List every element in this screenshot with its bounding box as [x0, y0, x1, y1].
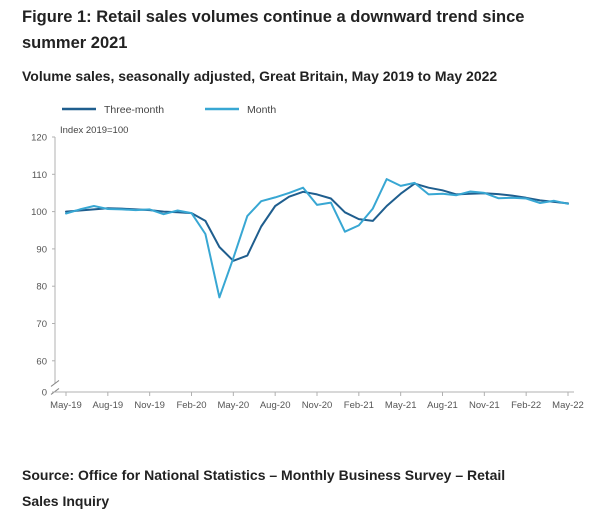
y-tick-label: 60: [36, 356, 47, 367]
x-tick-label: Aug-21: [427, 400, 458, 411]
y-tick-label: 70: [36, 319, 47, 330]
x-tick-label: Nov-19: [134, 400, 165, 411]
x-tick-label: May-21: [385, 400, 417, 411]
x-tick-label: Nov-21: [469, 400, 500, 411]
axis-break-mark: [50, 380, 60, 387]
y-tick-label: 90: [36, 244, 47, 255]
x-tick-label: May-22: [552, 400, 584, 411]
figure-subtitle: Volume sales, seasonally adjusted, Great…: [22, 68, 498, 84]
x-tick-label: Feb-20: [176, 400, 206, 411]
figure-title: Figure 1: Retail sales volumes continue …: [22, 8, 525, 52]
y-tick-label: 100: [31, 207, 47, 218]
figure-source: Source: Office for National Statistics –…: [22, 467, 506, 509]
y-tick-label: 0: [42, 388, 47, 399]
chart-legend: Three-month Month: [62, 104, 276, 116]
x-tick-label: Aug-20: [260, 400, 291, 411]
x-tick-label: May-20: [217, 400, 249, 411]
y-axis-label: Index 2019=100: [60, 125, 128, 136]
axis-break-mark: [50, 388, 60, 395]
x-tick-label: May-19: [50, 400, 82, 411]
x-tick-label: Feb-21: [344, 400, 374, 411]
x-tick-label: Nov-20: [302, 400, 333, 411]
x-tick-label: Feb-22: [511, 400, 541, 411]
y-tick-label: 80: [36, 282, 47, 293]
x-tick-label: Aug-19: [93, 400, 124, 411]
y-tick-label: 120: [31, 133, 47, 144]
chart-axes: 0 60 70 80 90 100 110 120 May-19 Aug-19 Nov-19 Feb-…: [31, 133, 584, 412]
y-tick-label: 110: [32, 170, 47, 181]
chart-lines: [65, 178, 569, 299]
legend-label: Three-month: [104, 104, 164, 116]
legend-label: Month: [247, 104, 276, 116]
series-line-month: [65, 178, 569, 299]
line-chart: Three-month Month Index 2019=100 0 60 70 80 9…: [31, 104, 584, 412]
